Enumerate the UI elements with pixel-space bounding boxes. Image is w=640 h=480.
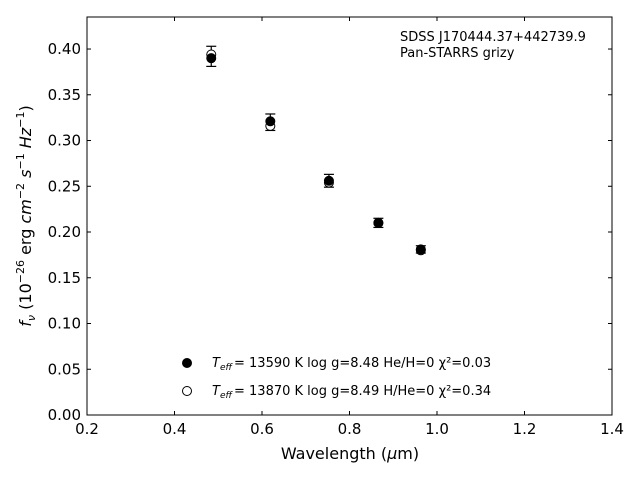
legend-label-1: = 13590 K log g=8.48 He/H=0 χ²=0.03 [234,356,491,371]
x-tick-label: 0.6 [250,420,274,438]
x-tick-label: 1.4 [600,420,624,438]
filled-circle-point [373,217,384,228]
legend: Teff = 13590 K log g=8.48 He/H=0 χ²=0.03… [182,356,491,401]
y-tick-label: 0.00 [48,406,81,424]
filled-circle-point [415,244,426,255]
legend-marker-open [182,386,192,396]
x-tick-label: 1.0 [425,420,449,438]
annotation-line-1: SDSS J170444.37+442739.9 [400,30,586,45]
annotation-line-2: Pan-STARRS grizy [400,46,515,61]
filled-circle-point [323,175,334,186]
x-tick-label: 0.2 [75,420,99,438]
legend-teff-1: Teff [212,356,233,373]
y-tick-label: 0.20 [48,223,81,241]
y-tick-label: 0.05 [48,360,81,378]
y-tick-label: 0.10 [48,315,81,333]
x-tick-label: 0.4 [163,420,187,438]
y-tick-label: 0.15 [48,269,81,287]
filled-circle-point [206,53,217,64]
data-marks [206,45,426,256]
y-tick-label: 0.35 [48,86,81,104]
y-tick-label: 0.30 [48,132,81,150]
filled-circle-point [265,116,276,127]
x-tick-label: 1.2 [513,420,537,438]
legend-teff-2: Teff [212,384,233,401]
x-tick-label: 0.8 [338,420,362,438]
legend-marker-filled [182,358,192,368]
legend-label-2: = 13870 K log g=8.49 H/He=0 χ²=0.34 [234,384,491,399]
y-tick-label: 0.25 [48,177,81,195]
x-axis-label: Wavelength (μm) [281,444,419,463]
axis-ticks: 0.2 0.4 0.6 0.8 1.0 1.2 1.4 0.00 0.05 0.10 0.15 0.2… [48,17,624,438]
y-tick-label: 0.40 [48,40,81,58]
y-axis-label: fν (10−26 erg cm−2 s−1 Hz−1) [14,105,38,326]
